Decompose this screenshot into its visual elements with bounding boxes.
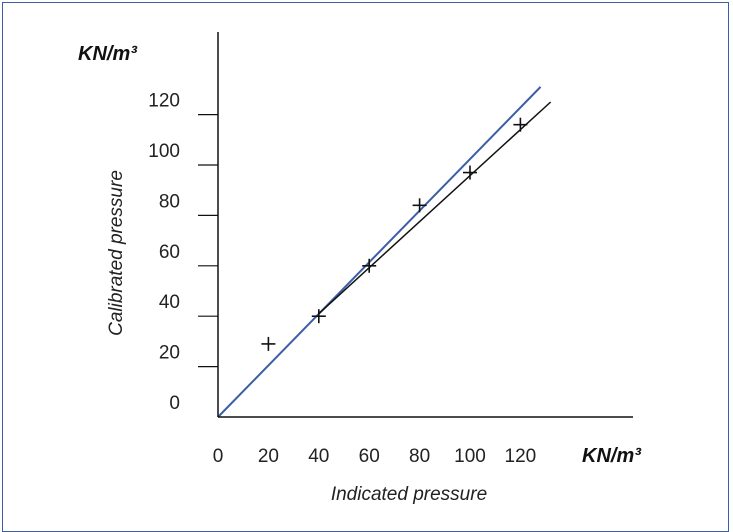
y-axis-label: Calibrated pressure bbox=[106, 170, 127, 336]
x-tick-label: 100 bbox=[454, 446, 486, 467]
data-point-plus bbox=[362, 258, 377, 273]
x-tick-label: 20 bbox=[258, 446, 279, 467]
y-tick-label: 80 bbox=[159, 191, 180, 212]
x-unit-label: KN/m³ bbox=[582, 445, 642, 467]
series-lines bbox=[217, 86, 552, 418]
x-tick-label: 0 bbox=[213, 446, 224, 467]
y-tick-label: 120 bbox=[148, 91, 180, 112]
black-fit-line bbox=[318, 101, 552, 315]
y-axis-ticks: 0 20 40 60 80 100 120 bbox=[148, 91, 218, 414]
x-axis-label: Indicated pressure bbox=[331, 484, 487, 505]
blue-fit-line bbox=[217, 86, 542, 418]
y-tick-label: 100 bbox=[148, 141, 180, 162]
x-tick-label: 120 bbox=[505, 446, 537, 467]
data-point-plus bbox=[513, 117, 528, 132]
y-tick-label: 40 bbox=[159, 292, 180, 313]
data-point-plus bbox=[412, 198, 427, 213]
x-axis-ticks: 0 20 40 60 80 100 120 bbox=[213, 446, 537, 467]
y-tick-label: 60 bbox=[159, 242, 180, 263]
y-tick-label: 0 bbox=[169, 393, 180, 414]
data-point-plus bbox=[261, 336, 276, 351]
x-tick-label: 40 bbox=[308, 446, 329, 467]
y-unit-label: KN/m³ bbox=[78, 43, 138, 65]
x-tick-label: 80 bbox=[409, 446, 430, 467]
y-tick-label: 20 bbox=[159, 343, 180, 364]
data-points bbox=[261, 117, 528, 351]
x-tick-label: 60 bbox=[359, 446, 380, 467]
data-point-plus bbox=[463, 165, 477, 180]
data-point-plus bbox=[311, 309, 326, 324]
